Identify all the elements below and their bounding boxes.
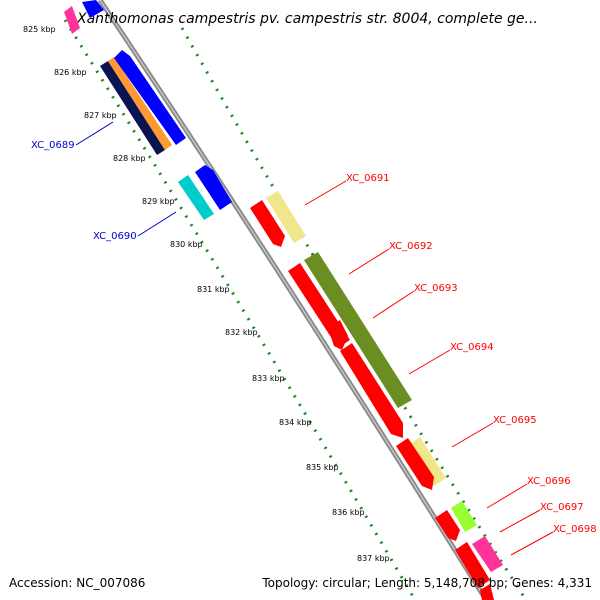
- tick-label: 825 kbp: [23, 25, 56, 34]
- gene-feature[interactable]: [195, 165, 232, 210]
- gene-label-xc-0697[interactable]: XC_0697: [540, 502, 584, 513]
- tick-labels: 825 kbp 826 kbp 827 kbp 828 kbp 829 kbp …: [23, 25, 390, 563]
- gene-feature[interactable]: [82, 0, 104, 18]
- gene-feature[interactable]: [178, 175, 214, 220]
- leader-line: [372, 290, 415, 319]
- tick-label: 832 kbp: [225, 328, 258, 337]
- tick-label: 837 kbp: [357, 554, 390, 563]
- gene-feature[interactable]: [328, 320, 348, 350]
- leader-line: [75, 121, 114, 146]
- leader-line: [486, 483, 528, 509]
- gene-feature[interactable]: [455, 542, 490, 588]
- gene-label-xc-0694[interactable]: XC_0694: [450, 342, 494, 353]
- gene-feature[interactable]: [396, 438, 434, 490]
- gene-feature[interactable]: [340, 343, 403, 438]
- gene-label-xc-0698[interactable]: XC_0698: [553, 524, 597, 535]
- gene-feature[interactable]: [435, 510, 460, 541]
- leader-line: [348, 248, 390, 275]
- gene-label-xc-0696[interactable]: XC_0696: [527, 476, 571, 487]
- topology-text: Topology: circular; Length: 5,148,708 bp…: [262, 576, 592, 590]
- gene-label-xc-0695[interactable]: XC_0695: [493, 415, 537, 426]
- gene-feature[interactable]: [266, 191, 306, 243]
- tick-label: 829 kbp: [142, 197, 175, 206]
- tick-label: 826 kbp: [54, 68, 87, 77]
- gene-feature[interactable]: [114, 50, 186, 145]
- leader-line: [408, 349, 451, 375]
- genome-backbone-inner: [99, 0, 487, 600]
- gene-feature[interactable]: [472, 536, 503, 572]
- tick-label: 827 kbp: [84, 111, 117, 120]
- gene-label-xc-0692[interactable]: XC_0692: [389, 241, 433, 252]
- gene-feature[interactable]: [250, 200, 285, 247]
- gene-feature[interactable]: [408, 437, 446, 486]
- gene-feature[interactable]: [108, 57, 172, 150]
- gene-feature[interactable]: [480, 584, 494, 600]
- gene-label-xc-0691[interactable]: XC_0691: [346, 173, 390, 184]
- gene-label-xc-0693[interactable]: XC_0693: [414, 283, 458, 294]
- gene-labels: XC_0689 XC_0690 XC_0691 XC_0692 XC_0693 …: [31, 121, 597, 556]
- leader-line: [304, 180, 347, 206]
- gene-label-xc-0689[interactable]: XC_0689: [31, 140, 75, 151]
- genome-backbone: [97, 0, 489, 600]
- gene-feature[interactable]: [304, 252, 412, 408]
- plus-strand-features: [250, 191, 503, 600]
- gene-feature[interactable]: [100, 61, 165, 155]
- tick-label: 836 kbp: [332, 508, 365, 517]
- leader-line: [451, 422, 494, 448]
- tick-label: 831 kbp: [197, 285, 230, 294]
- tick-label: 828 kbp: [113, 154, 146, 163]
- tick-label: 835 kbp: [306, 463, 339, 472]
- leader-line: [499, 509, 541, 533]
- genome-title: Xanthomonas campestris pv. campestris st…: [76, 11, 538, 27]
- gene-feature[interactable]: [64, 6, 80, 34]
- leader-line: [510, 531, 554, 556]
- leader-line: [137, 211, 177, 237]
- gene-label-xc-0690[interactable]: XC_0690: [93, 231, 137, 242]
- gene-feature[interactable]: [451, 501, 477, 532]
- tick-label: 830 kbp: [170, 240, 203, 249]
- minus-strand-features: [64, 0, 232, 220]
- accession-text: Accession: NC_007086: [9, 576, 146, 590]
- tick-label: 833 kbp: [252, 374, 285, 383]
- tick-label: 834 kbp: [279, 418, 312, 427]
